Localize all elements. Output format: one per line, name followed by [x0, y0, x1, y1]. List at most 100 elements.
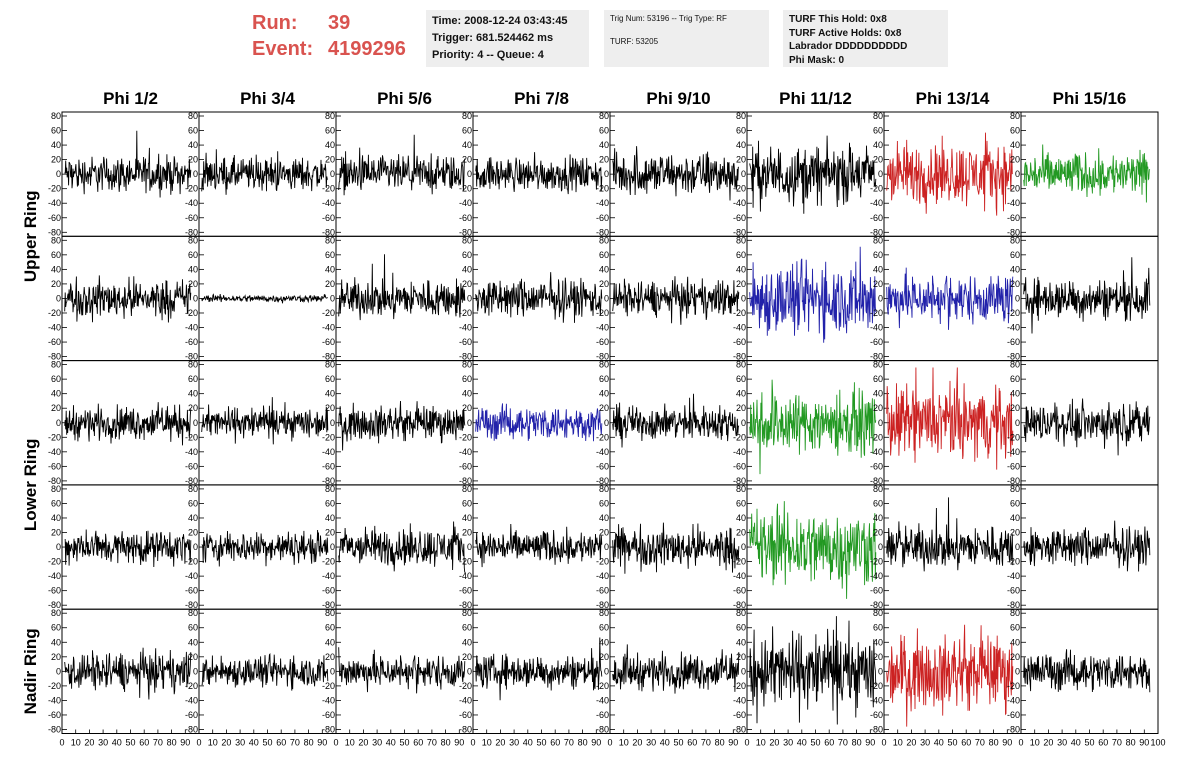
y-tick-label: 40 [873, 637, 883, 647]
y-tick-label: -20 [870, 308, 883, 318]
y-tick-label: 0 [193, 169, 198, 179]
column-title: Phi 5/6 [377, 89, 432, 108]
y-tick-label: 0 [467, 542, 472, 552]
y-tick-label: 40 [188, 513, 198, 523]
y-tick-label: -80 [48, 352, 61, 362]
x-tick-label: 10 [756, 738, 766, 748]
y-tick-label: 80 [51, 360, 61, 370]
y-tick-label: 0 [604, 293, 609, 303]
y-tick-label: 60 [51, 250, 61, 260]
x-tick-label: 10 [619, 738, 629, 748]
y-tick-label: 60 [51, 126, 61, 136]
y-tick-label: -60 [596, 461, 609, 471]
y-tick-label: -60 [1007, 461, 1020, 471]
y-tick-label: 60 [873, 498, 883, 508]
waveform-trace [1023, 398, 1151, 456]
y-tick-label: -60 [322, 710, 335, 720]
turf-active-holds-text: TURF Active Holds: 0x8 [789, 27, 902, 39]
y-tick-label: -80 [596, 227, 609, 237]
x-tick-label: 70 [838, 738, 848, 748]
y-tick-label: -60 [48, 710, 61, 720]
waveform-trace [201, 149, 328, 195]
x-tick-label: 0 [1018, 738, 1023, 748]
trig-num-text: Trig Num: 53196 -- Trig Type: RF [610, 14, 727, 23]
y-tick-label: -40 [185, 695, 198, 705]
y-tick-label: 0 [330, 293, 335, 303]
y-tick-label: -20 [185, 557, 198, 567]
y-tick-label: 20 [462, 155, 472, 165]
trigger-info-box: Trig Num: 53196 -- Trig Type: RF TURF: 5… [604, 10, 769, 67]
y-tick-label: 0 [330, 169, 335, 179]
y-tick-label: 80 [325, 235, 335, 245]
y-tick-label: 20 [188, 528, 198, 538]
x-tick-label: 80 [715, 738, 725, 748]
y-tick-label: -20 [48, 308, 61, 318]
waveform-trace [612, 522, 740, 574]
x-tick-label: 70 [1112, 738, 1122, 748]
y-tick-label: 60 [599, 498, 609, 508]
y-tick-label: 40 [1010, 389, 1020, 399]
x-tick-label: 70 [564, 738, 574, 748]
y-tick-label: -80 [1007, 725, 1020, 735]
y-tick-label: 60 [462, 623, 472, 633]
y-tick-label: -20 [596, 681, 609, 691]
y-tick-label: 0 [1015, 542, 1020, 552]
y-tick-label: -80 [870, 227, 883, 237]
y-tick-label: -60 [596, 213, 609, 223]
y-tick-label: 40 [873, 264, 883, 274]
x-tick-label: 100 [1150, 738, 1165, 748]
y-tick-label: -20 [596, 557, 609, 567]
y-tick-label: 40 [325, 389, 335, 399]
y-tick-label: -80 [48, 725, 61, 735]
y-tick-label: -80 [185, 600, 198, 610]
x-tick-label: 40 [249, 738, 259, 748]
y-tick-label: -80 [870, 725, 883, 735]
waveform-trace [475, 637, 603, 701]
y-tick-label: 80 [462, 235, 472, 245]
y-tick-label: 60 [325, 623, 335, 633]
y-tick-label: -80 [596, 600, 609, 610]
y-tick-label: -60 [870, 710, 883, 720]
y-tick-label: -20 [733, 184, 746, 194]
y-tick-label: -60 [322, 337, 335, 347]
y-tick-label: -40 [48, 695, 61, 705]
y-tick-label: 0 [330, 542, 335, 552]
x-tick-label: 40 [797, 738, 807, 748]
y-tick-label: 0 [604, 418, 609, 428]
y-tick-label: -40 [733, 198, 746, 208]
y-tick-label: 60 [188, 250, 198, 260]
y-tick-label: 40 [188, 389, 198, 399]
y-tick-label: -80 [870, 352, 883, 362]
turf-info-box: TURF This Hold: 0x8 TURF Active Holds: 0… [783, 10, 948, 67]
x-tick-label: 20 [221, 738, 231, 748]
y-tick-label: -80 [1007, 352, 1020, 362]
x-tick-label: 90 [728, 738, 738, 748]
y-tick-label: -60 [733, 213, 746, 223]
y-tick-label: -80 [733, 352, 746, 362]
waveform-trace [201, 652, 329, 691]
x-tick-label: 30 [98, 738, 108, 748]
x-tick-label: 70 [153, 738, 163, 748]
y-tick-label: -80 [48, 476, 61, 486]
y-tick-label: -80 [459, 600, 472, 610]
y-tick-label: -60 [870, 337, 883, 347]
y-tick-label: -60 [322, 461, 335, 471]
y-tick-label: 60 [736, 126, 746, 136]
y-tick-label: -40 [185, 198, 198, 208]
x-tick-label: 50 [1084, 738, 1094, 748]
event-value: 4199296 [328, 38, 406, 60]
waveform-trace [612, 393, 740, 448]
y-tick-label: 0 [878, 666, 883, 676]
y-tick-label: 0 [1015, 169, 1020, 179]
y-tick-label: -60 [870, 213, 883, 223]
x-tick-label: 10 [893, 738, 903, 748]
y-tick-label: 40 [736, 637, 746, 647]
y-tick-label: -60 [596, 710, 609, 720]
y-tick-label: -20 [733, 681, 746, 691]
y-tick-label: -40 [870, 447, 883, 457]
y-tick-label: -40 [870, 695, 883, 705]
y-tick-label: 0 [1015, 666, 1020, 676]
y-tick-label: 0 [1015, 418, 1020, 428]
y-tick-label: 0 [878, 418, 883, 428]
y-tick-label: 20 [599, 403, 609, 413]
